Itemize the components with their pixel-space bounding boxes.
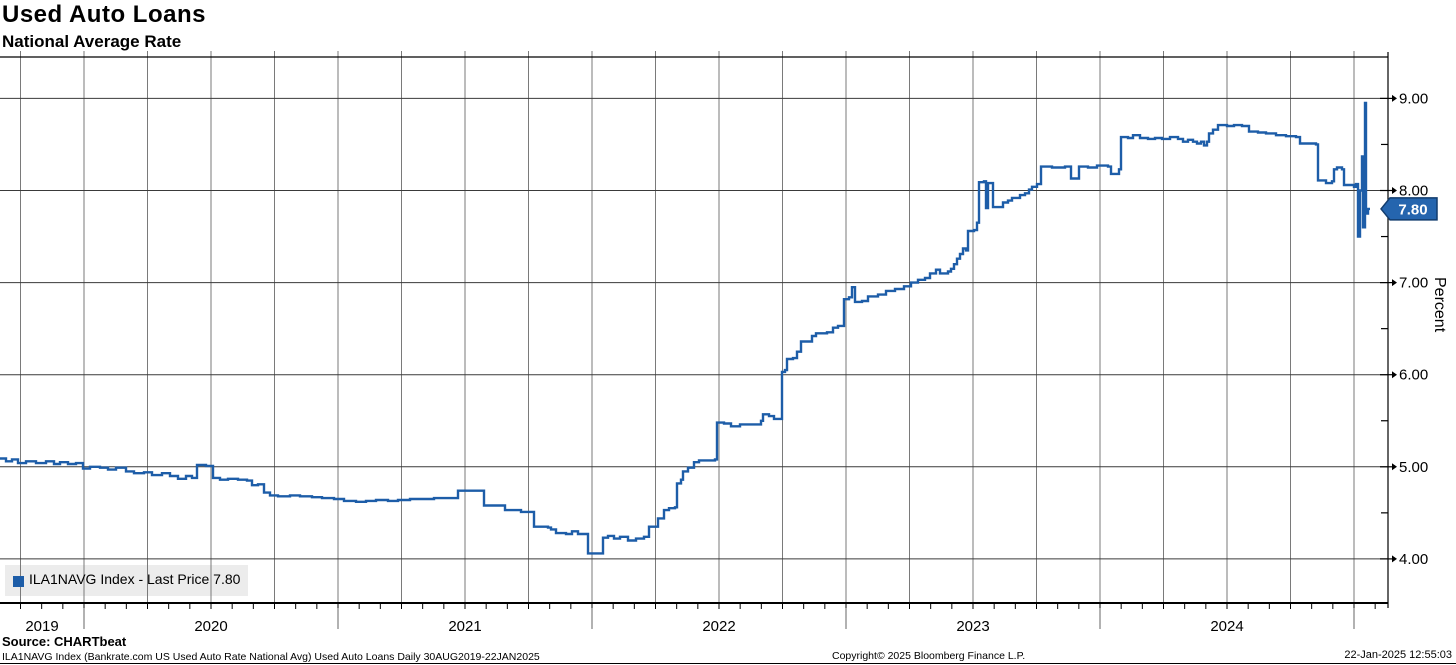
last-price-badge: [1380, 197, 1438, 221]
y-tick-arrow-icon: [1392, 371, 1397, 379]
y-tick-arrow-icon: [1392, 94, 1397, 102]
page-subtitle: National Average Rate: [2, 32, 182, 51]
copyright-note: Copyright© 2025 Bloomberg Finance L.P.: [832, 650, 1026, 662]
y-tick-label: 7.00: [1399, 275, 1428, 292]
y-tick-arrow-icon: [1392, 187, 1397, 194]
last-price-badge-label: 7.80: [1398, 201, 1427, 218]
y-axis-title: Percent: [1431, 277, 1448, 333]
legend-box: [5, 565, 248, 596]
y-tick-label: 5.00: [1399, 459, 1428, 476]
source-line: Source: CHARTbeat: [2, 634, 127, 649]
x-year-label: 2020: [194, 618, 227, 635]
x-year-label: 2024: [1210, 618, 1243, 635]
bottom-border: [0, 663, 1456, 664]
index-description: ILA1NAVG Index (Bankrate.com US Used Aut…: [2, 651, 540, 663]
y-tick-arrow-icon: [1392, 555, 1397, 563]
y-tick-arrow-icon: [1392, 463, 1397, 471]
x-year-label: 2023: [956, 618, 989, 635]
y-tick-label: 9.00: [1399, 90, 1428, 107]
price-line: [0, 101, 1370, 555]
page-title: Used Auto Loans: [2, 1, 206, 28]
y-tick-label: 8.00: [1399, 183, 1428, 200]
timestamp: 22-Jan-2025 12:55:03: [1344, 649, 1452, 661]
y-tick-arrow-icon: [1392, 279, 1397, 287]
legend-series-label: ILA1NAVG Index - Last Price 7.80: [29, 571, 241, 587]
y-tick-label: 6.00: [1399, 367, 1428, 384]
x-year-label: 2021: [448, 618, 481, 635]
x-year-label: 2019: [25, 618, 58, 635]
legend-series-swatch-icon: [13, 576, 24, 587]
x-year-label: 2022: [702, 618, 735, 635]
y-tick-label: 4.00: [1399, 551, 1428, 568]
